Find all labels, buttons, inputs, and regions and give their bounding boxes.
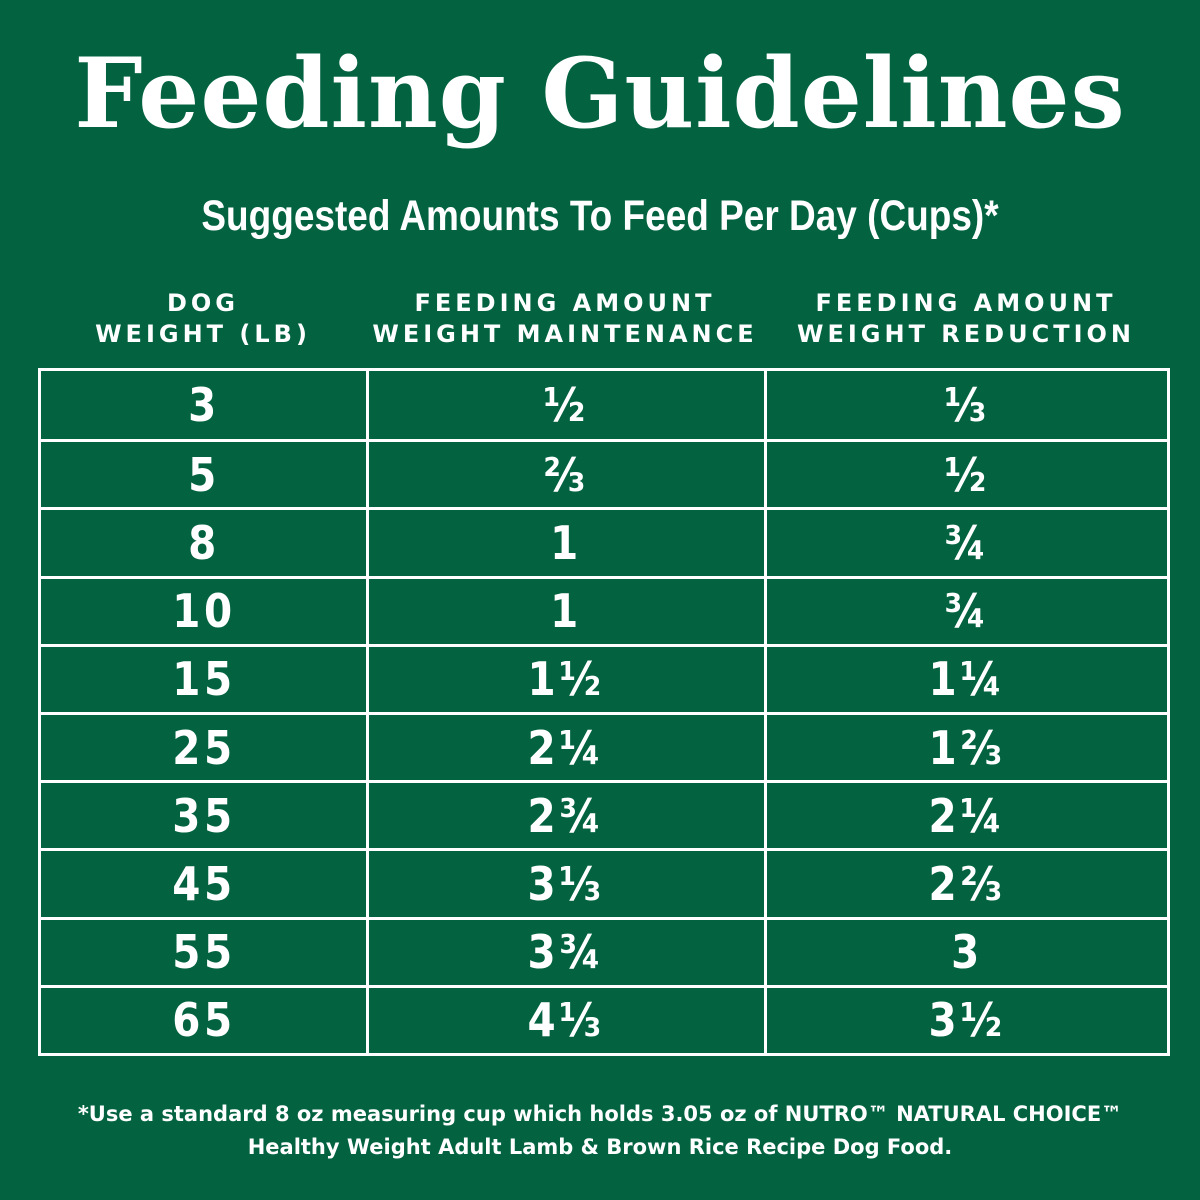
column-header-weight-maintenance: FEEDING AMOUNT WEIGHT MAINTENANCE xyxy=(366,288,764,350)
table-row: 65 4⅓ 3½ xyxy=(41,984,1167,1053)
cell-reduction-amount: ¾ xyxy=(944,584,990,639)
footnote: *Use a standard 8 oz measuring cup which… xyxy=(0,1098,1200,1164)
cell-reduction-amount: 3 xyxy=(951,925,983,980)
table-row: 3 ½ ⅓ xyxy=(41,371,1167,439)
page-subtitle: Suggested Amounts To Feed Per Day (Cups)… xyxy=(201,192,999,240)
cell-dog-weight: 5 xyxy=(188,447,220,502)
cell-reduction-amount: 3½ xyxy=(928,993,1006,1048)
cell-maintenance-amount: 2¼ xyxy=(527,720,605,775)
cell-dog-weight: 25 xyxy=(172,720,236,775)
cell-maintenance-amount: ⅔ xyxy=(543,447,589,502)
column-header-line: DOG xyxy=(166,289,240,317)
cell-maintenance-amount: 3⅓ xyxy=(527,856,605,911)
cell-maintenance-amount: 1 xyxy=(550,515,582,570)
table-row: 8 1 ¾ xyxy=(41,507,1167,575)
cell-maintenance-amount: 3¾ xyxy=(527,925,605,980)
column-header-line: WEIGHT REDUCTION xyxy=(797,320,1135,348)
footnote-line: Healthy Weight Adult Lamb & Brown Rice R… xyxy=(247,1135,953,1159)
column-divider xyxy=(764,371,767,1053)
column-header-line: FEEDING AMOUNT xyxy=(414,289,716,317)
table-row: 15 1½ 1¼ xyxy=(41,643,1167,712)
footnote-line: *Use a standard 8 oz measuring cup which… xyxy=(77,1102,1123,1126)
column-header-line: WEIGHT (LB) xyxy=(95,320,311,348)
cell-reduction-amount: 1¼ xyxy=(928,652,1006,707)
column-header-line: WEIGHT MAINTENANCE xyxy=(372,320,758,348)
table-row: 55 3¾ 3 xyxy=(41,916,1167,985)
cell-maintenance-amount: 1 xyxy=(550,584,582,639)
column-header-weight-reduction: FEEDING AMOUNT WEIGHT REDUCTION xyxy=(764,288,1168,350)
cell-dog-weight: 15 xyxy=(172,652,236,707)
cell-dog-weight: 3 xyxy=(188,378,220,433)
cell-maintenance-amount: 2¾ xyxy=(527,788,605,843)
table-row: 45 3⅓ 2⅔ xyxy=(41,848,1167,916)
table-row: 10 1 ¾ xyxy=(41,575,1167,644)
cell-reduction-amount: 1⅔ xyxy=(928,720,1006,775)
cell-dog-weight: 8 xyxy=(188,515,220,570)
cell-dog-weight: 10 xyxy=(172,584,236,639)
cell-dog-weight: 45 xyxy=(172,856,236,911)
cell-maintenance-amount: 4⅓ xyxy=(527,993,605,1048)
cell-reduction-amount: ¾ xyxy=(944,515,990,570)
cell-dog-weight: 65 xyxy=(172,993,236,1048)
table-row: 5 ⅔ ½ xyxy=(41,439,1167,507)
table-row: 25 2¼ 1⅔ xyxy=(41,712,1167,780)
cell-dog-weight: 55 xyxy=(172,925,236,980)
column-divider xyxy=(366,371,369,1053)
cell-maintenance-amount: 1½ xyxy=(527,652,605,707)
column-header-line: FEEDING AMOUNT xyxy=(815,289,1117,317)
page-title: Feeding Guidelines xyxy=(74,37,1126,150)
cell-reduction-amount: 2⅔ xyxy=(928,856,1006,911)
column-header-dog-weight: DOG WEIGHT (LB) xyxy=(40,288,366,350)
cell-dog-weight: 35 xyxy=(172,788,236,843)
cell-maintenance-amount: ½ xyxy=(543,378,589,433)
table-row: 35 2¾ 2¼ xyxy=(41,780,1167,848)
cell-reduction-amount: 2¼ xyxy=(928,788,1006,843)
cell-reduction-amount: ½ xyxy=(944,447,990,502)
feeding-table: 3 ½ ⅓ 5 ⅔ ½ 8 1 ¾ 10 1 ¾ 15 1½ 1¼ 25 2¼ … xyxy=(38,368,1170,1056)
cell-reduction-amount: ⅓ xyxy=(944,378,990,433)
